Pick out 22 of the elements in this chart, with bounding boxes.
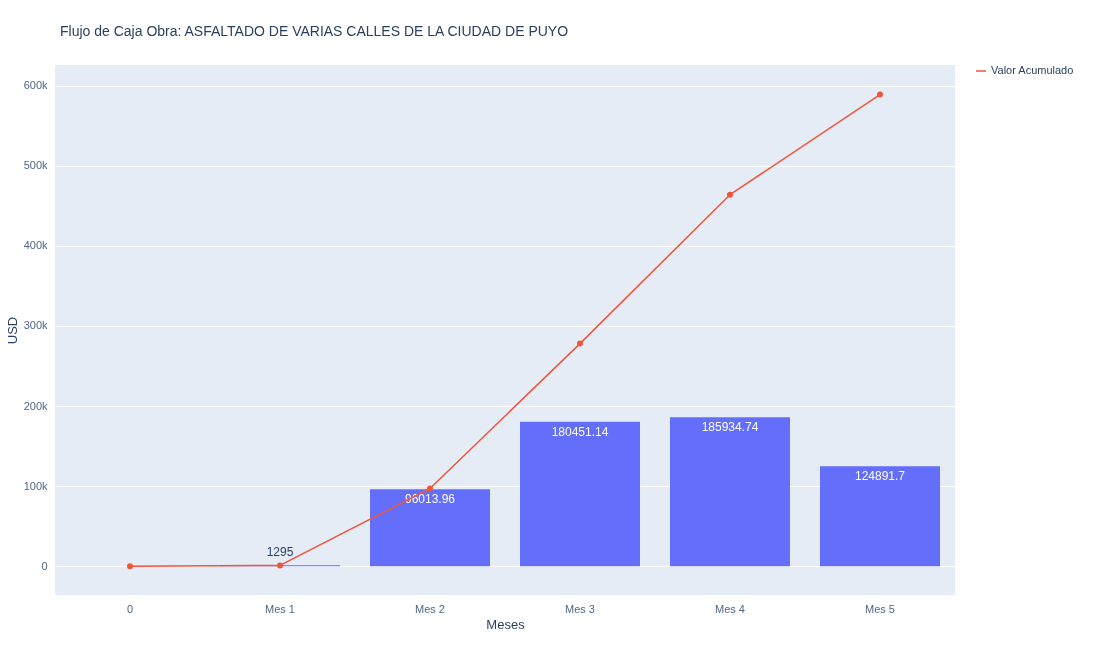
y-axis-title: USD	[4, 316, 20, 345]
y-tick-label: 200k	[23, 399, 48, 412]
chart-title: Flujo de Caja Obra: ASFALTADO DE VARIAS CALLES DE LA CIUDAD DE PUYO	[60, 23, 569, 39]
y-tick-label: 400k	[23, 239, 48, 252]
x-tick-label: Mes 4	[715, 602, 745, 615]
data-label: 180451.14	[551, 424, 609, 439]
x-axis-title: Meses	[486, 616, 526, 632]
y-tick-label: 100k	[23, 479, 48, 492]
data-label: 185934.74	[701, 420, 759, 435]
x-tick-label: Mes 2	[415, 602, 445, 615]
x-tick-label: Mes 5	[865, 602, 895, 615]
y-tick-label: 300k	[23, 319, 48, 332]
data-label: 124891.7	[854, 469, 906, 484]
data-label: 1295	[266, 545, 294, 560]
y-tick-label: 600k	[23, 79, 48, 92]
data-label: 96013.96	[404, 492, 456, 507]
x-tick-label: Mes 1	[265, 602, 295, 615]
y-tick-label: 0	[41, 559, 48, 572]
x-tick-label: Mes 3	[565, 602, 595, 615]
legend-label: Valor Acumulado	[991, 64, 1074, 76]
y-tick-label: 500k	[23, 159, 48, 172]
x-tick-label: 0	[126, 602, 134, 615]
